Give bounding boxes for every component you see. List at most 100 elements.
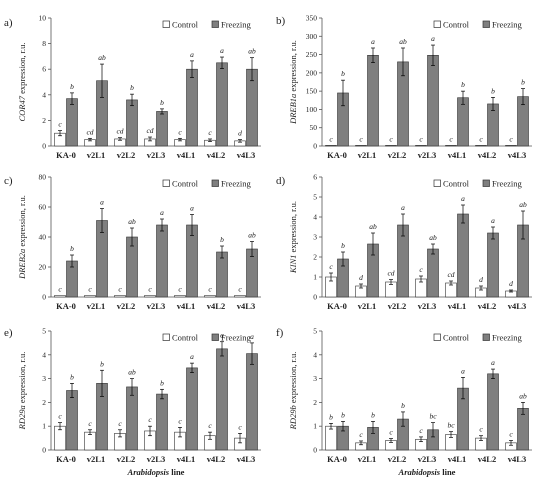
significance-letter: c — [509, 135, 513, 144]
bar-freezing-v4l1 — [186, 68, 198, 147]
bar-control-v4l3 — [505, 145, 517, 147]
x-tick-label: v4L3 — [508, 454, 526, 464]
y-axis-label: RD29a expression, r.u. — [17, 352, 27, 431]
significance-letter: a — [250, 332, 254, 341]
x-tick-label: v4L2 — [478, 150, 496, 160]
significance-letter: c — [148, 415, 152, 424]
legend-swatch-freezing — [482, 20, 490, 28]
significance-letter: b — [461, 80, 465, 89]
significance-letter: ab — [519, 200, 527, 209]
x-tick-label: v4L1 — [448, 150, 466, 160]
significance-letter: c — [148, 285, 152, 294]
significance-letter: ab — [128, 368, 136, 377]
y-tick-label: 3 — [313, 374, 317, 383]
y-tick-label: 0 — [313, 446, 317, 455]
y-tick-label: 6 — [42, 65, 46, 74]
y-tick-label: 50 — [310, 123, 318, 132]
significance-letter: a — [160, 208, 164, 217]
significance-letter: a — [401, 203, 405, 212]
significance-letter: b — [341, 410, 345, 419]
bar-freezing-v4l1 — [186, 367, 198, 451]
panel-letter: d) — [276, 175, 286, 187]
x-axis-label-rest: line — [169, 467, 185, 477]
y-axis-unit: expression, r.u. — [288, 352, 298, 406]
significance-letter: a — [371, 37, 375, 46]
y-tick-label: 300 — [306, 32, 318, 41]
significance-letter: ab — [128, 217, 136, 226]
significance-letter: ab — [429, 233, 437, 242]
significance-letter: b — [160, 98, 164, 107]
significance-letter: cd — [447, 270, 454, 279]
x-tick-label: KA-0 — [56, 150, 76, 160]
bar-control-v4l2 — [475, 145, 487, 147]
legend-swatch-freezing — [211, 333, 219, 341]
bar-control-v4l1 — [445, 145, 457, 147]
legend-swatch-control — [162, 179, 170, 187]
significance-letter: c — [58, 412, 62, 421]
significance-letter: a — [220, 331, 224, 340]
y-tick-label: 3 — [42, 374, 46, 383]
bar-control-v2l2 — [114, 295, 126, 298]
chart-panel-rd29b: 0 1 2 3 4 5 RD29b expression, r.u. f) Control Fre… — [276, 327, 532, 477]
x-tick-label: v2L2 — [388, 301, 406, 311]
legend-label-freezing: Freezing — [492, 333, 522, 343]
y-tick-label: 0 — [42, 142, 46, 151]
x-tick-label: KA-0 — [327, 301, 347, 311]
legend-swatch-freezing — [211, 20, 219, 28]
x-tick-label: v4L3 — [237, 454, 255, 464]
significance-letter: c — [329, 262, 333, 271]
significance-letter: c — [509, 429, 513, 438]
significance-letter: b — [341, 241, 345, 250]
panel-letter: c) — [4, 175, 13, 187]
y-axis-gene: RD29a — [17, 405, 27, 430]
x-tick-label: v2L3 — [418, 150, 436, 160]
significance-letter: b — [70, 82, 74, 91]
bar-freezing-v4l1 — [457, 213, 469, 298]
x-axis-label: Arabidopsis line — [127, 467, 185, 477]
x-tick-label: v4L1 — [177, 150, 195, 160]
y-tick-label: 150 — [306, 87, 318, 96]
bar-freezing-v4l2 — [487, 232, 499, 298]
bar-freezing-ka-0 — [66, 390, 78, 451]
y-axis-gene: COR47 — [17, 95, 27, 121]
legend-label-freezing: Freezing — [492, 179, 522, 189]
chart-panel-dreb1a: 0 50 100 150 200 250 300 350 DREB1a expression, … — [276, 14, 532, 160]
y-axis-gene: KIN1 — [288, 255, 298, 274]
bar-control-v2l2 — [385, 145, 397, 147]
y-axis-gene: DREB1a — [288, 94, 298, 125]
significance-letter: b — [341, 69, 345, 78]
x-tick-label: v2L3 — [147, 454, 165, 464]
x-tick-label: v4L2 — [478, 454, 496, 464]
y-axis-gene: RD29b — [288, 405, 298, 430]
chart-panel-kin1: 0 1 2 3 4 5 6 KIN1 expression, r.u. d) Control Fre… — [276, 173, 532, 311]
legend-swatch-freezing — [482, 179, 490, 187]
x-tick-label: v4L1 — [177, 301, 195, 311]
y-tick-label: 2 — [313, 398, 317, 407]
y-axis-label: RD29b expression, r.u. — [288, 352, 298, 431]
bar-freezing-v4l2 — [216, 62, 228, 147]
legend-label-control: Control — [443, 20, 470, 30]
legend-swatch-freezing — [211, 179, 219, 187]
legend-label-control: Control — [443, 179, 470, 189]
y-axis-unit: expression, r.u. — [288, 40, 298, 94]
y-tick-label: 1 — [313, 422, 317, 431]
significance-letter: ab — [519, 391, 527, 400]
significance-letter: b — [160, 378, 164, 387]
significance-letter: b — [130, 83, 134, 92]
bar-control-ka-0 — [54, 295, 66, 298]
bar-control-v4l3 — [234, 295, 246, 298]
y-axis-label: DREB1a expression, r.u. — [288, 40, 298, 125]
significance-letter: cd — [387, 269, 394, 278]
x-tick-label: v2L3 — [147, 301, 165, 311]
significance-letter: b — [329, 412, 333, 421]
bar-freezing-v2l3 — [156, 111, 168, 147]
x-tick-label: v4L1 — [448, 454, 466, 464]
significance-letter: a — [461, 366, 465, 375]
significance-letter: cd — [116, 127, 123, 136]
bar-control-ka-0 — [325, 145, 337, 147]
x-axis-label: Arabidopsis line — [398, 467, 456, 477]
x-tick-label: KA-0 — [327, 454, 347, 464]
significance-letter: c — [389, 428, 393, 437]
x-tick-label: KA-0 — [327, 150, 347, 160]
